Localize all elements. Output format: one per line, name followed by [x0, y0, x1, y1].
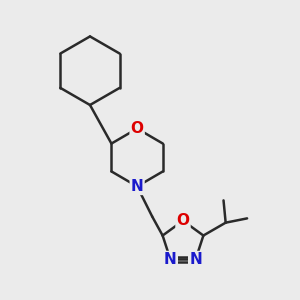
Text: O: O [176, 213, 190, 228]
Text: N: N [131, 179, 143, 194]
Text: O: O [130, 121, 144, 136]
Text: N: N [189, 252, 202, 267]
Text: N: N [164, 252, 177, 267]
